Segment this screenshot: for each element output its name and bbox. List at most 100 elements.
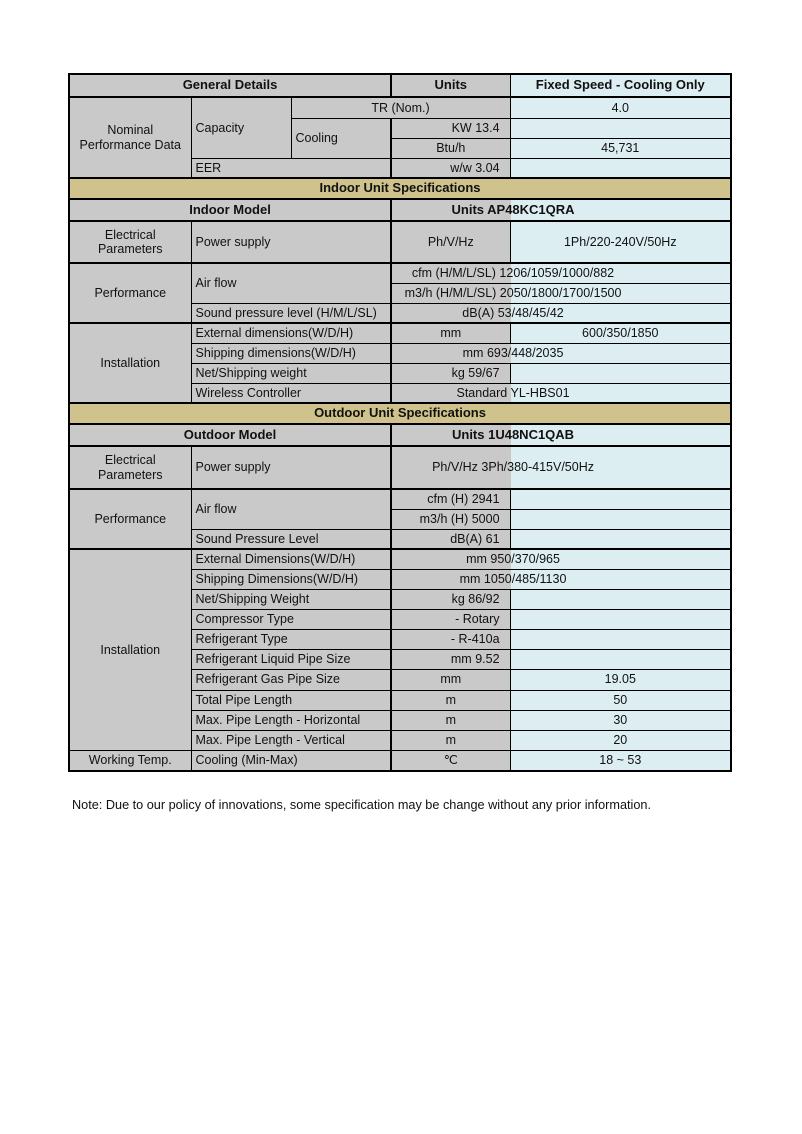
- indoor-installation-label: Installation: [68, 322, 192, 404]
- table-row: m3/h (H/M/L/SL) 2050/1800/1700/1500: [69, 282, 732, 304]
- indoor-ship-dim-cell: mm 693/448/2035: [390, 342, 732, 364]
- table-row: Electrical Parameters Power supply Ph/V/…: [68, 445, 732, 490]
- outdoor-weight-cell: kg 86/92: [390, 588, 511, 610]
- table-row: Total Pipe Length m 50: [69, 689, 732, 711]
- indoor-cfm-cell: cfm (H/M/L/SL) 1206/1059/1000/882: [390, 262, 732, 284]
- indoor-power-supply-label: Power supply: [190, 220, 392, 264]
- cooling-label: Cooling: [290, 117, 392, 159]
- max-horiz-label: Max. Pipe Length - Horizontal: [190, 709, 392, 731]
- gas-pipe-value: 19.05: [509, 668, 732, 691]
- indoor-m3h-cell: m3/h (H/M/L/SL) 2050/1800/1700/1500: [390, 282, 732, 304]
- working-temp-unit: ℃: [390, 749, 511, 772]
- outdoor-spl-cell: dB(A) 61: [390, 528, 511, 550]
- table-row: Electrical Parameters Power supply Ph/V/…: [68, 220, 732, 264]
- btu-value: 45,731: [509, 137, 732, 159]
- category-nominal-performance: Nominal Performance Data: [68, 96, 192, 179]
- table-row: Nominal Performance Data Capacity TR (No…: [68, 96, 732, 179]
- empty-value-cell: [509, 588, 732, 610]
- max-vert-unit: m: [390, 729, 511, 751]
- indoor-weight-label: Net/Shipping weight: [190, 362, 392, 384]
- gas-pipe-label: Refrigerant Gas Pipe Size: [190, 668, 392, 691]
- table-row: Performance Air flow cfm (H/M/L/SL) 1206…: [68, 262, 732, 324]
- table-row: Wireless Controller Standard YL-HBS01: [69, 382, 732, 404]
- table-row: Shipping Dimensions(W/D/H) mm 1050/485/1…: [69, 568, 732, 590]
- indoor-wireless-label: Wireless Controller: [190, 382, 392, 404]
- kw-cell: KW 13.4: [390, 117, 511, 139]
- indoor-ship-dim-label: Shipping dimensions(W/D/H): [190, 342, 392, 364]
- outdoor-m3h-cell: m3/h (H) 5000: [390, 508, 511, 530]
- max-vert-value: 20: [509, 729, 732, 751]
- table-row: Performance Air flow cfm (H) 2941: [68, 488, 732, 550]
- tr-nom-value: 4.0: [509, 96, 732, 119]
- table-row: Compressor Type - Rotary: [69, 608, 732, 630]
- indoor-banner: Indoor Unit Specifications: [68, 177, 732, 200]
- total-pipe-unit: m: [390, 689, 511, 711]
- compressor-type-label: Compressor Type: [190, 608, 392, 630]
- table-row: Installation External dimensions(W/D/H) …: [68, 322, 732, 404]
- eer-cell: w/w 3.04: [390, 157, 511, 179]
- indoor-performance-label: Performance: [68, 262, 192, 324]
- units-header: Units: [390, 73, 511, 98]
- working-temp-label: Working Temp.: [68, 749, 192, 772]
- eer-label: EER: [190, 157, 392, 179]
- total-pipe-label: Total Pipe Length: [190, 689, 392, 711]
- outdoor-weight-label: Net/Shipping Weight: [190, 588, 392, 610]
- outdoor-performance-label: Performance: [68, 488, 192, 550]
- table-row: Outdoor Model Units 1U48NC1QAB: [68, 423, 732, 447]
- indoor-weight-cell: kg 59/67: [390, 362, 511, 384]
- outdoor-ext-dim-label: External Dimensions(W/D/H): [190, 548, 392, 570]
- outdoor-spl-label: Sound Pressure Level: [190, 528, 392, 550]
- liquid-pipe-cell: mm 9.52: [390, 648, 511, 670]
- variant-header: Fixed Speed - Cooling Only: [509, 73, 732, 98]
- empty-value-cell: [509, 628, 732, 650]
- total-pipe-value: 50: [509, 689, 732, 711]
- outdoor-air-flow-label: Air flow: [190, 488, 392, 530]
- indoor-power-value: 1Ph/220-240V/50Hz: [509, 220, 732, 264]
- indoor-model-header: Indoor Model: [68, 198, 392, 222]
- max-horiz-unit: m: [390, 709, 511, 731]
- working-temp-value: 18 ~ 53: [509, 749, 732, 772]
- indoor-ext-dim-label: External dimensions(W/D/H): [190, 322, 392, 344]
- max-vert-label: Max. Pipe Length - Vertical: [190, 729, 392, 751]
- outdoor-ship-dim-cell: mm 1050/485/1130: [390, 568, 732, 590]
- indoor-electrical-label: Electrical Parameters: [68, 220, 192, 264]
- refrigerant-type-cell: - R-410a: [390, 628, 511, 650]
- table-row: Shipping dimensions(W/D/H) mm 693/448/20…: [69, 342, 732, 364]
- liquid-pipe-label: Refrigerant Liquid Pipe Size: [190, 648, 392, 670]
- table-row: Max. Pipe Length - Vertical m 20: [69, 729, 732, 751]
- outdoor-ext-dim-cell: mm 950/370/965: [390, 548, 732, 570]
- working-cooling-label: Cooling (Min-Max): [190, 749, 392, 772]
- outdoor-model-header: Outdoor Model: [68, 423, 392, 447]
- empty-value-cell: [509, 488, 732, 510]
- indoor-ext-dim-unit: mm: [390, 322, 511, 344]
- indoor-model-units: Units AP48KC1QRA: [390, 198, 732, 222]
- outdoor-banner: Outdoor Unit Specifications: [68, 402, 732, 425]
- outdoor-electrical-label: Electrical Parameters: [68, 445, 192, 490]
- empty-value-cell: [509, 362, 732, 384]
- table-row: EER w/w 3.04: [69, 157, 732, 179]
- indoor-wireless-cell: Standard YL-HBS01: [390, 382, 732, 404]
- empty-value-cell: [509, 157, 732, 179]
- tr-nom-label: TR (Nom.): [290, 96, 511, 119]
- btu-unit: Btu/h: [390, 137, 511, 159]
- table-row: General Details Units Fixed Speed - Cool…: [68, 73, 732, 98]
- table-row: Max. Pipe Length - Horizontal m 30: [69, 709, 732, 731]
- max-horiz-value: 30: [509, 709, 732, 731]
- table-row: Working Temp. Cooling (Min-Max) ℃ 18 ~ 5…: [68, 749, 732, 772]
- outdoor-power-cell: Ph/V/Hz 3Ph/380-415V/50Hz: [390, 445, 732, 490]
- footer-note: Note: Due to our policy of innovations, …: [72, 798, 651, 812]
- indoor-power-unit: Ph/V/Hz: [390, 220, 511, 264]
- table-row: Outdoor Unit Specifications: [68, 402, 732, 425]
- refrigerant-type-label: Refrigerant Type: [190, 628, 392, 650]
- indoor-air-flow-label: Air flow: [190, 262, 392, 304]
- outdoor-model-units: Units 1U48NC1QAB: [390, 423, 732, 447]
- general-details-header: General Details: [68, 73, 392, 98]
- table-row: Refrigerant Type - R-410a: [69, 628, 732, 650]
- empty-value-cell: [509, 117, 732, 139]
- empty-value-cell: [509, 528, 732, 550]
- outdoor-ship-dim-label: Shipping Dimensions(W/D/H): [190, 568, 392, 590]
- outdoor-power-supply-label: Power supply: [190, 445, 392, 490]
- table-row: m3/h (H) 5000: [69, 508, 732, 530]
- spec-table: General Details Units Fixed Speed - Cool…: [68, 73, 733, 772]
